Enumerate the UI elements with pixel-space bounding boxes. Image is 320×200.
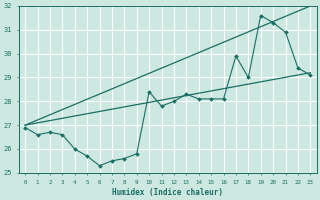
X-axis label: Humidex (Indice chaleur): Humidex (Indice chaleur): [112, 188, 223, 197]
